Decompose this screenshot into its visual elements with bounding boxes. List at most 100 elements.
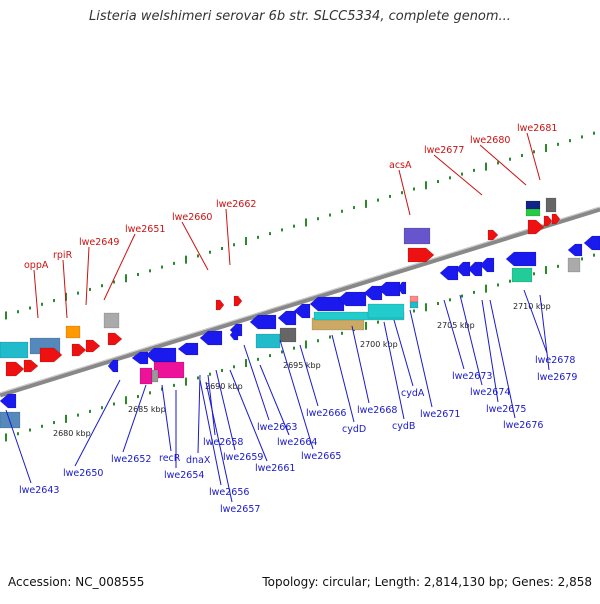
gene-reverse[interactable]: [255, 333, 281, 349]
gene-label[interactable]: cydD: [342, 424, 366, 435]
gene-label[interactable]: lwe2663: [257, 422, 297, 433]
gene-reverse[interactable]: [409, 301, 419, 309]
gene-forward[interactable]: [487, 229, 499, 241]
gene-forward[interactable]: [0, 341, 29, 359]
gene-forward[interactable]: [5, 361, 25, 377]
gene-forward[interactable]: [23, 359, 39, 373]
gene-label[interactable]: lwe2654: [164, 470, 204, 481]
lower-tick-mark: [113, 402, 115, 406]
gene-reverse[interactable]: [293, 303, 311, 319]
gene-label[interactable]: lwe2660: [172, 212, 212, 223]
gene-label[interactable]: lwe2674: [470, 387, 510, 398]
gene-reverse[interactable]: [0, 393, 17, 409]
gene-label[interactable]: lwe2643: [19, 485, 59, 496]
gene-label[interactable]: cydB: [392, 421, 415, 432]
gene-forward[interactable]: [545, 197, 557, 213]
gene-reverse[interactable]: [139, 367, 153, 385]
gene-forward[interactable]: [107, 332, 123, 346]
gene-label[interactable]: lwe2666: [306, 408, 346, 419]
scale-tick-label: 2695 kbp: [283, 361, 321, 370]
gene-label[interactable]: lwe2676: [503, 420, 543, 431]
gene-reverse[interactable]: [277, 310, 297, 326]
upper-tick-mark: [53, 299, 55, 303]
gene-reverse[interactable]: [455, 261, 471, 277]
gene-forward[interactable]: [85, 339, 101, 353]
gene-reverse[interactable]: [153, 361, 185, 379]
gene-label[interactable]: lwe2668: [357, 405, 397, 416]
upper-tick-mark: [341, 209, 343, 213]
gene-forward[interactable]: [551, 213, 561, 225]
gene-forward[interactable]: [525, 200, 541, 210]
gene-forward[interactable]: [525, 208, 541, 217]
gene-forward[interactable]: [543, 215, 553, 227]
gene-label[interactable]: lwe2656: [209, 487, 249, 498]
gene-reverse[interactable]: [363, 285, 383, 301]
gene-label[interactable]: dnaX: [186, 455, 211, 466]
gene-reverse[interactable]: [567, 243, 583, 257]
gene-label[interactable]: lwe2650: [63, 468, 103, 479]
gene-label[interactable]: lwe2649: [79, 237, 119, 248]
gene-reverse[interactable]: [151, 369, 159, 383]
gene-label[interactable]: lwe2681: [517, 123, 557, 134]
gene-reverse[interactable]: [199, 330, 223, 346]
gene-reverse[interactable]: [145, 347, 177, 363]
gene-reverse[interactable]: [229, 329, 239, 341]
gene-reverse[interactable]: [107, 359, 119, 373]
gene-reverse[interactable]: [397, 281, 407, 295]
gene-label[interactable]: lwe2680: [470, 135, 510, 146]
gene-label[interactable]: lwe2659: [223, 452, 263, 463]
gene-forward[interactable]: [215, 299, 225, 311]
gene-reverse[interactable]: [439, 265, 459, 281]
gene-reverse[interactable]: [177, 342, 199, 356]
gene-label[interactable]: lwe2675: [486, 404, 526, 415]
gene-reverse[interactable]: [567, 257, 581, 273]
gene-reverse[interactable]: [583, 235, 600, 251]
gene-reverse[interactable]: [279, 327, 297, 343]
gene-forward[interactable]: [103, 312, 120, 329]
lower-tick-mark: [77, 413, 79, 417]
gene-reverse[interactable]: [377, 281, 401, 297]
gene-label[interactable]: lwe2671: [420, 409, 460, 420]
lower-tick-mark: [593, 253, 595, 257]
gene-label[interactable]: lwe2664: [277, 437, 317, 448]
gene-forward[interactable]: [527, 219, 545, 235]
gene-label[interactable]: lwe2651: [125, 224, 165, 235]
gene-reverse[interactable]: [131, 351, 149, 365]
gene-label[interactable]: rpiR: [53, 250, 73, 261]
gene-label[interactable]: recR: [159, 453, 181, 464]
gene-forward[interactable]: [71, 343, 87, 357]
gene-forward[interactable]: [65, 325, 81, 339]
gene-reverse[interactable]: [467, 261, 483, 277]
gene-forward[interactable]: [403, 227, 431, 245]
gene-label[interactable]: oppA: [24, 260, 49, 271]
gene-label[interactable]: acsA: [389, 160, 412, 171]
gene-reverse[interactable]: [337, 291, 367, 307]
gene-reverse[interactable]: [479, 257, 495, 273]
gene-reverse[interactable]: [409, 295, 419, 303]
gene-label[interactable]: lwe2678: [535, 355, 575, 366]
upper-tick-mark: [185, 255, 187, 264]
gene-label[interactable]: lwe2658: [203, 437, 243, 448]
gene-label[interactable]: lwe2662: [216, 199, 256, 210]
gene-reverse[interactable]: [505, 251, 537, 267]
gene-label[interactable]: lwe2652: [111, 454, 151, 465]
gene-reverse[interactable]: [309, 296, 345, 312]
lower-tick-mark: [29, 428, 31, 432]
gene-label[interactable]: lwe2657: [220, 504, 260, 515]
gene-label[interactable]: cydA: [401, 388, 425, 399]
gene-label[interactable]: lwe2679: [537, 372, 577, 383]
gene-label[interactable]: lwe2665: [301, 451, 341, 462]
gene-label[interactable]: lwe2661: [255, 463, 295, 474]
gene-forward[interactable]: [407, 247, 435, 263]
gene-label[interactable]: lwe2677: [424, 145, 464, 156]
gene-reverse[interactable]: [249, 314, 277, 330]
upper-tick-mark: [5, 311, 7, 320]
gene-reverse[interactable]: [0, 411, 21, 429]
gene-reverse[interactable]: [511, 267, 533, 283]
gene-reverse[interactable]: [367, 303, 405, 319]
gene-forward[interactable]: [39, 347, 63, 363]
gene-label[interactable]: lwe2673: [452, 371, 492, 382]
upper-tick-mark: [209, 250, 211, 254]
gene-forward[interactable]: [233, 295, 243, 307]
